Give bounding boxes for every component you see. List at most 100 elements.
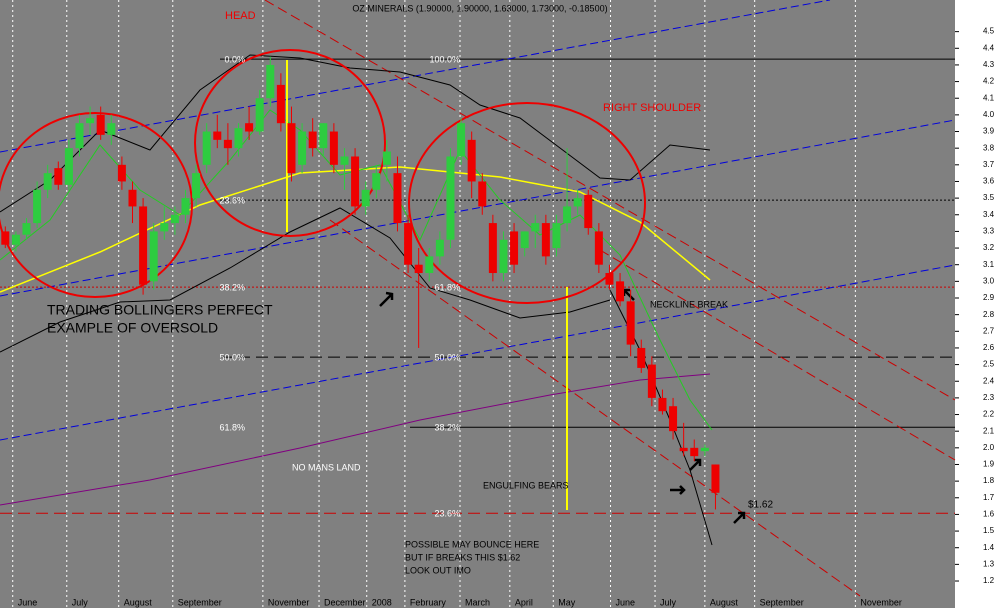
y-tick-label: 2.9: [983, 293, 994, 302]
fib-label: 50.0%: [219, 352, 245, 362]
y-tick-label: 2.2: [983, 410, 994, 419]
x-tick-label: July: [660, 597, 677, 607]
candle-body: [11, 234, 20, 245]
candle-body: [520, 231, 529, 249]
candle-body: [467, 139, 476, 182]
candle-body: [255, 98, 264, 132]
candle-body: [573, 198, 582, 207]
candle-body: [499, 239, 508, 274]
candle-body: [584, 194, 593, 229]
x-tick-label: February: [410, 597, 447, 607]
x-tick-label: September: [178, 597, 222, 607]
y-tick-label: 2.7: [983, 326, 994, 335]
y-axis-background: [955, 0, 994, 608]
circle: [408, 102, 646, 304]
x-tick-label: September: [760, 597, 804, 607]
fib-label: 23.6%: [219, 195, 245, 205]
candle-body: [308, 131, 317, 149]
x-tick-label: April: [515, 597, 533, 607]
y-tick-label: 3.8: [983, 143, 994, 152]
y-tick-label: 2.1: [983, 426, 994, 435]
x-tick-label: August: [710, 597, 739, 607]
y-tick-label: 4.4: [983, 43, 994, 52]
trend-line: [599, 249, 956, 461]
x-tick-label: November: [860, 597, 902, 607]
candle-body: [393, 173, 402, 224]
candle-body: [541, 223, 550, 257]
candle-body: [361, 189, 370, 207]
candle-body: [223, 139, 232, 149]
candle-body: [107, 123, 116, 135]
y-tick-label: 3.9: [983, 127, 994, 136]
candle-body: [488, 223, 497, 274]
annotation: NO MANS LAND: [292, 462, 361, 472]
fib-label: 0.0%: [224, 54, 245, 64]
candle-body: [435, 239, 444, 257]
fib-label: 23.6%: [434, 509, 460, 519]
y-tick-label: 1.4: [983, 543, 994, 552]
y-tick-label: 1.8: [983, 476, 994, 485]
candle-body: [213, 131, 222, 140]
y-tick-label: 2.4: [983, 376, 994, 385]
annotation: LOOK OUT IMO: [405, 565, 471, 575]
candle-body: [245, 123, 254, 132]
candle-body: [86, 118, 95, 124]
candle-body: [329, 131, 338, 165]
candle-body: [33, 189, 42, 224]
y-tick-label: 1.7: [983, 493, 994, 502]
y-tick-label: 1.2: [983, 576, 994, 585]
candle-body: [372, 173, 381, 190]
candle-body: [647, 364, 656, 398]
x-tick-label: June: [616, 597, 636, 607]
arrow: [379, 291, 394, 307]
candle-body: [181, 198, 190, 215]
plot-background: [0, 0, 955, 608]
y-tick-label: 3.6: [983, 177, 994, 186]
fib-label: 100.0%: [429, 54, 460, 64]
candle-body: [287, 123, 296, 174]
bollinger-band: [0, 54, 711, 213]
candle-body: [382, 151, 391, 165]
x-tick-label: March: [465, 597, 490, 607]
y-tick-label: 4.3: [983, 60, 994, 69]
candles: [1, 56, 720, 510]
y-tick-label: 1.5: [983, 526, 994, 535]
fib-label: 61.8%: [219, 423, 245, 433]
x-tick-label: December: [324, 597, 366, 607]
candle-body: [192, 173, 201, 199]
moving-average: [0, 109, 713, 431]
candle-body: [170, 214, 179, 224]
candle-body: [234, 128, 243, 149]
y-tick-label: 3.1: [983, 260, 994, 269]
candle-body: [202, 131, 211, 165]
candle-body: [75, 123, 84, 149]
y-tick-label: 4.1: [983, 93, 994, 102]
grid: June July August September November December 2…: [0, 0, 955, 608]
candle-body: [478, 181, 487, 207]
x-tick-label: 2008: [372, 597, 392, 607]
arrow: [670, 485, 686, 495]
candle-body: [711, 464, 720, 493]
annotation: TRADING BOLLINGERS PERFECT: [47, 302, 273, 318]
y-tick-label: 3.4: [983, 210, 994, 219]
candle-body: [319, 123, 328, 149]
y-tick-label: 3.3: [983, 227, 994, 236]
y-tick-label: 3.5: [983, 193, 994, 202]
candle-body: [128, 189, 137, 207]
y-tick-label: 2.0: [983, 443, 994, 452]
x-tick-label: August: [124, 597, 153, 607]
candle-body: [414, 264, 423, 274]
candle-body: [425, 256, 434, 274]
annotation: HEAD: [225, 10, 256, 22]
candle-body: [54, 168, 63, 185]
candle-body: [616, 281, 625, 302]
moving-average: [0, 373, 711, 506]
candle-body: [1, 231, 10, 245]
y-tick-label: 4.5: [983, 27, 994, 36]
y-tick-label: 2.5: [983, 360, 994, 369]
fib-label: 38.2%: [219, 283, 245, 293]
x-tick-label: July: [72, 597, 89, 607]
indicators: [0, 0, 956, 597]
candle-body: [669, 406, 678, 432]
